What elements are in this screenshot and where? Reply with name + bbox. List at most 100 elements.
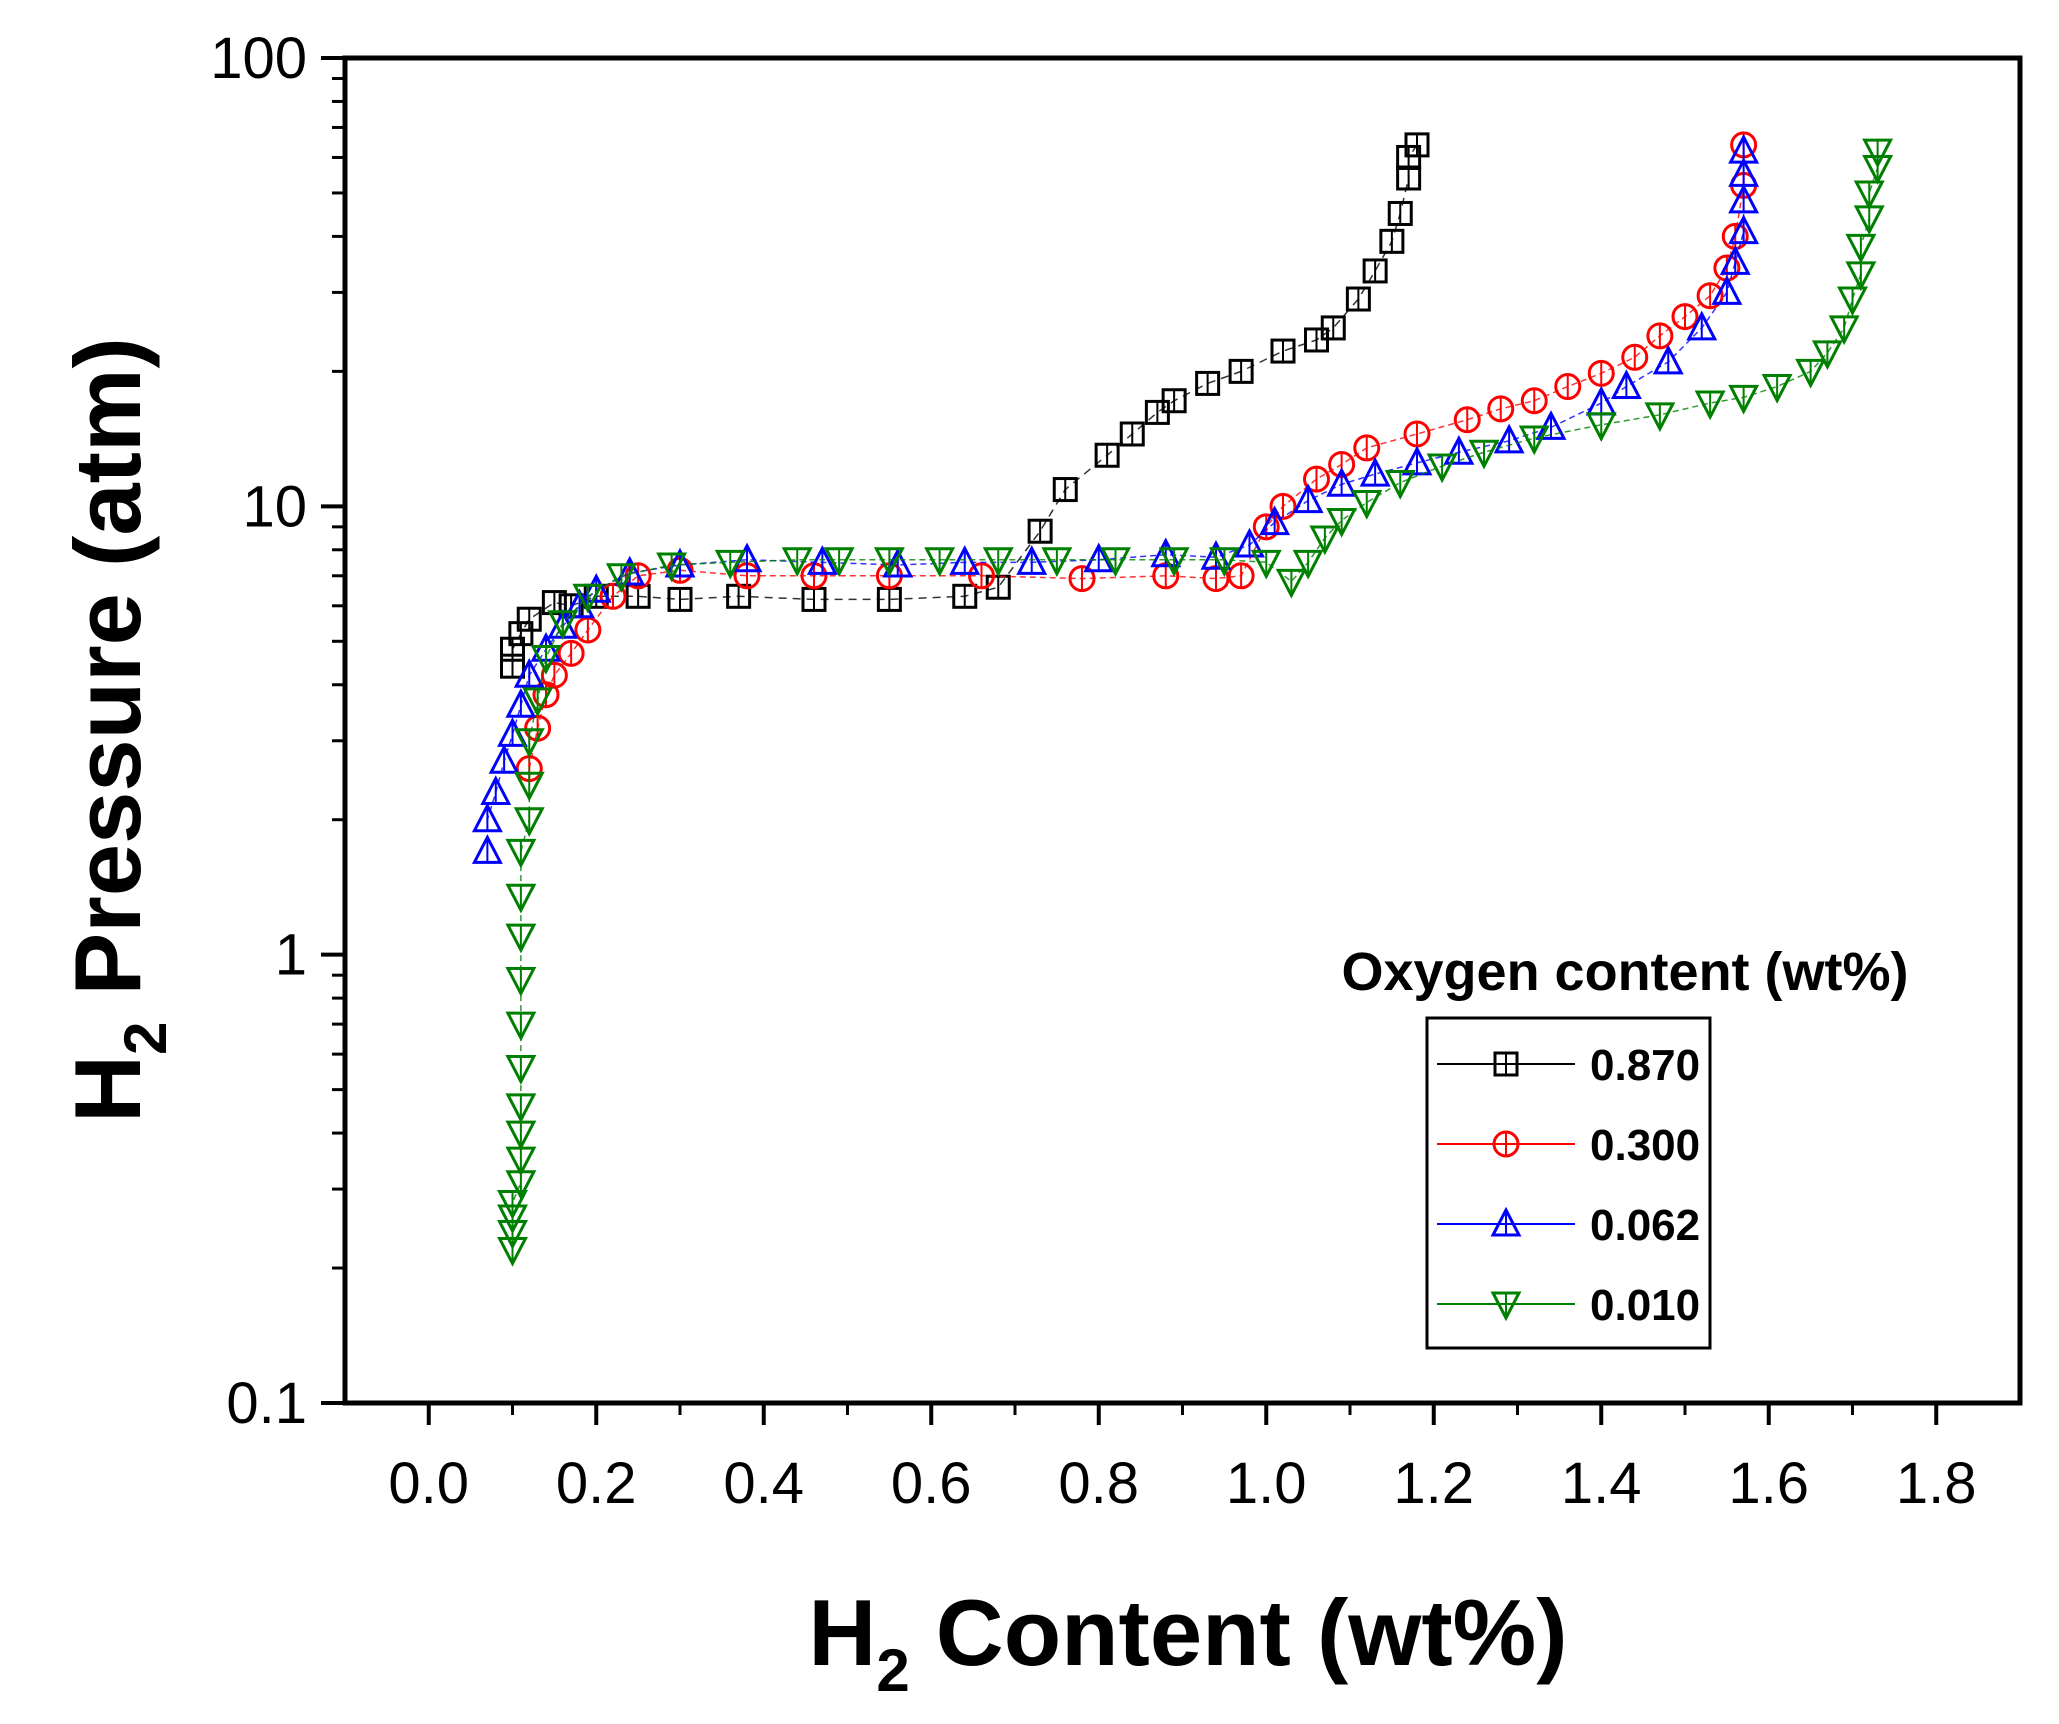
legend-entry: 0.870 <box>1437 1041 1700 1090</box>
data-point <box>1094 442 1120 468</box>
data-point <box>667 586 693 612</box>
data-point <box>1384 470 1416 500</box>
legend-marker <box>1490 1206 1522 1237</box>
data-point <box>1345 286 1371 312</box>
x-tick-label: 0.0 <box>388 1451 469 1516</box>
legend-label: 0.300 <box>1590 1121 1700 1170</box>
legend-entry: 0.300 <box>1437 1121 1700 1170</box>
data-point <box>1493 423 1525 454</box>
legend-entries: 0.870 0.300 0.062 0.010 <box>1437 1041 1700 1330</box>
data-point <box>530 645 562 675</box>
series-0.870 <box>500 132 1430 679</box>
data-point <box>1652 344 1684 375</box>
data-point <box>823 547 855 578</box>
data-point <box>1468 439 1500 470</box>
data-point <box>1250 549 1282 580</box>
data-point <box>605 563 637 594</box>
y-tick-label: 1 <box>275 923 307 988</box>
legend-title: Oxygen content (wt%) <box>1341 942 1908 1002</box>
data-point <box>952 583 978 609</box>
data-point <box>1269 492 1297 520</box>
data-point <box>599 582 627 610</box>
data-point <box>1016 545 1048 575</box>
data-point <box>1487 395 1515 423</box>
x-tick-label: 0.8 <box>1058 1451 1139 1516</box>
y-axis-title-sub: 2 <box>112 1022 179 1055</box>
data-point <box>513 771 545 802</box>
data-point <box>540 661 568 689</box>
data-point <box>500 636 525 662</box>
data-point <box>471 834 503 864</box>
data-point <box>480 775 512 805</box>
data-point <box>1621 343 1649 371</box>
legend-label: 0.010 <box>1590 1281 1700 1330</box>
data-point <box>1303 465 1330 493</box>
data-point <box>1426 453 1458 484</box>
x-tick-label: 1.8 <box>1896 1451 1977 1516</box>
svg-text:H2 Pressure (atm): H2 Pressure (atm) <box>55 337 179 1123</box>
data-point <box>1694 390 1726 421</box>
y-tick-label: 10 <box>242 474 307 539</box>
data-point <box>1761 374 1793 404</box>
data-point <box>513 657 545 688</box>
data-point <box>1208 547 1240 578</box>
legend-box <box>1425 1016 1712 1350</box>
data-point <box>1041 547 1073 578</box>
data-point <box>714 549 746 580</box>
x-tick-label: 0.4 <box>723 1451 804 1516</box>
data-point <box>1083 542 1115 573</box>
data-point <box>1518 425 1550 456</box>
data-point <box>982 547 1014 578</box>
data-point <box>522 687 554 718</box>
data-point <box>1227 562 1255 590</box>
data-point <box>1270 338 1296 364</box>
data-point <box>1853 180 1885 211</box>
x-tick-label: 1.2 <box>1393 1451 1474 1516</box>
data-point <box>1068 565 1096 593</box>
data-point <box>1119 421 1145 447</box>
data-point <box>505 923 537 954</box>
data-point <box>1728 157 1760 187</box>
data-point <box>1845 233 1877 264</box>
data-point <box>781 547 813 578</box>
x-tick-label: 0.2 <box>556 1451 637 1516</box>
data-point <box>1644 402 1676 433</box>
series-line <box>511 144 1418 667</box>
data-point <box>1387 200 1413 226</box>
y-tick-label: 0.1 <box>226 1371 307 1436</box>
data-point <box>1795 358 1827 389</box>
y-axis-title: H2 Pressure (atm) <box>55 337 179 1123</box>
data-point <box>1234 527 1265 558</box>
legend-entry: 0.062 <box>1437 1201 1700 1250</box>
data-point <box>1259 505 1291 536</box>
data-point <box>1453 406 1481 434</box>
data-point <box>1719 245 1751 275</box>
legend: Oxygen content (wt%) 0.870 0.300 0.062 0.01… <box>1341 942 1909 1350</box>
data-point <box>505 1011 537 1042</box>
data-point <box>1275 568 1307 599</box>
x-axis-title-rest: Content (wt%) <box>910 1580 1568 1685</box>
data-point <box>1401 445 1433 476</box>
data-point <box>1379 228 1405 254</box>
legend-marker <box>1493 1051 1519 1077</box>
x-tick-label: 1.6 <box>1728 1451 1809 1516</box>
data-point <box>1728 214 1760 245</box>
data-point <box>505 967 537 997</box>
x-axis-title: H2 Content (wt%) <box>808 1580 1567 1704</box>
data-point <box>1610 369 1642 400</box>
data-point <box>505 883 537 914</box>
axis-ticks: 0.0 0.2 0.4 0.6 0.8 1.0 1.2 1.4 1.6 1.8 0.1 1 10 100 <box>210 26 1976 1516</box>
y-axis-title-rest: Pressure (atm) <box>55 337 160 1021</box>
data-point <box>541 590 567 616</box>
x-tick-label: 0.6 <box>891 1451 972 1516</box>
data-point <box>1671 303 1699 331</box>
data-point <box>1292 549 1324 580</box>
series-0.010 <box>497 138 1894 1267</box>
data-point <box>1351 489 1383 520</box>
data-point <box>557 639 585 667</box>
data-point <box>1811 340 1843 371</box>
data-point <box>656 552 688 583</box>
series-layer <box>471 131 1894 1267</box>
data-point <box>949 545 981 575</box>
data-point <box>1195 370 1221 396</box>
